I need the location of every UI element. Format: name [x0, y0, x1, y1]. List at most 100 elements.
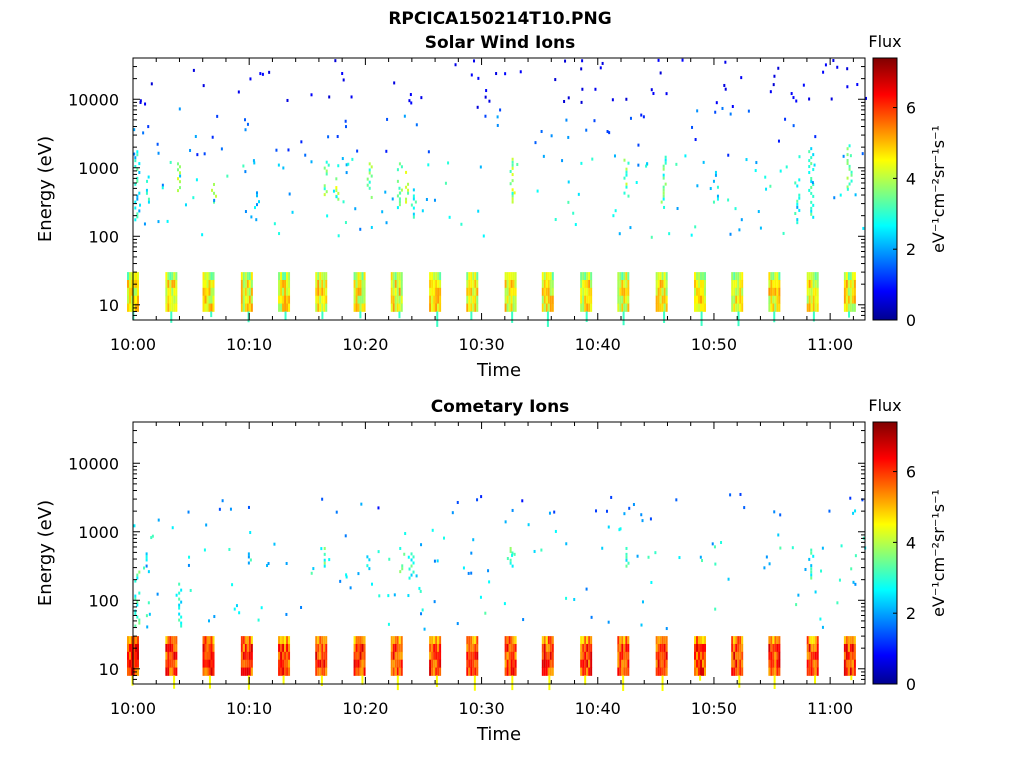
flux-cell: [567, 200, 570, 204]
flux-cell: [614, 209, 617, 213]
flux-cell: [398, 295, 401, 304]
flux-cell: [738, 675, 741, 688]
flux-cell: [133, 272, 135, 281]
flux-cell: [510, 279, 513, 289]
flux-cell: [137, 636, 139, 645]
flux-cell: [288, 279, 291, 289]
flux-cell: [165, 667, 168, 676]
flux-cell: [590, 636, 593, 645]
flux-cell: [460, 222, 463, 226]
flux-cell: [202, 659, 205, 668]
flux-cell: [479, 595, 482, 599]
flux-cell: [315, 667, 318, 676]
flux-cell: [484, 114, 487, 118]
flux-cell: [514, 643, 517, 653]
flux-cell: [659, 303, 662, 312]
flux-cell: [757, 210, 760, 214]
flux-cell: [246, 659, 249, 668]
flux-cell: [545, 279, 548, 289]
flux-cell: [176, 162, 179, 166]
flux-cell: [739, 279, 742, 289]
flux-cell: [675, 498, 678, 502]
flux-cell: [470, 279, 473, 289]
flux-cell: [249, 531, 252, 535]
flux-cell: [248, 643, 251, 653]
flux-cell: [435, 659, 438, 668]
flux-cell: [317, 636, 320, 645]
flux-cell: [694, 295, 697, 304]
flux-cell: [590, 272, 593, 281]
flux-cell: [675, 162, 678, 166]
flux-cell: [774, 272, 777, 281]
flux-cell: [127, 643, 129, 653]
flux-cell: [778, 279, 781, 289]
flux-cell: [353, 303, 356, 312]
flux-cell: [137, 667, 139, 676]
flux-cell: [735, 287, 738, 297]
flux-cell: [392, 667, 395, 676]
flux-cell: [504, 303, 507, 312]
flux-cell: [195, 178, 198, 182]
flux-cell: [359, 636, 362, 645]
flux-cell: [134, 200, 137, 204]
flux-cell: [849, 279, 852, 289]
flux-cell: [551, 295, 554, 304]
flux-cell: [244, 636, 247, 645]
flux-cell: [779, 546, 782, 550]
flux-cell: [408, 576, 411, 580]
flux-cell: [288, 651, 291, 661]
flux-cell: [714, 562, 717, 566]
flux-cell: [133, 651, 135, 661]
plot-frame: [132, 57, 866, 321]
flux-cell: [854, 582, 857, 586]
flux-cell: [169, 279, 172, 289]
flux-cell: [439, 287, 442, 297]
flux-cell: [848, 182, 851, 186]
flux-cell: [739, 303, 742, 312]
flux-cell: [353, 295, 356, 304]
flux-cell: [139, 203, 142, 207]
flux-cell: [429, 651, 432, 661]
flux-cell: [735, 659, 738, 668]
flux-cell: [419, 589, 422, 593]
flux-cell: [359, 303, 362, 312]
flux-cell: [467, 571, 470, 575]
flux-cell: [632, 503, 635, 507]
flux-cell: [582, 272, 585, 281]
flux-cell: [244, 303, 247, 312]
flux-cell: [536, 189, 539, 193]
flux-cell: [284, 303, 287, 312]
flux-cell: [321, 272, 324, 281]
x-tick-label: 10:30: [459, 699, 505, 718]
flux-cell: [315, 303, 318, 312]
flux-cell: [248, 636, 251, 645]
flux-cell: [547, 636, 550, 645]
flux-cell: [716, 185, 719, 189]
flux-cell: [278, 232, 281, 236]
flux-cell: [341, 72, 344, 76]
flux-cell: [206, 636, 209, 645]
flux-cell: [504, 636, 507, 645]
flux-cell: [282, 279, 285, 289]
flux-cell: [814, 675, 817, 684]
flux-cell: [496, 123, 499, 127]
flux-cell: [812, 153, 815, 157]
flux-cell: [853, 636, 856, 645]
flux-cell: [617, 636, 620, 645]
flux-cell: [355, 636, 358, 645]
flux-cell: [254, 206, 256, 210]
flux-cell: [392, 279, 395, 289]
flux-cell: [204, 659, 207, 668]
flux-cell: [396, 636, 399, 645]
flux-cell: [508, 272, 511, 281]
flux-cell: [621, 279, 624, 289]
flux-cell: [178, 186, 181, 190]
flux-cell: [810, 651, 813, 661]
flux-cell: [472, 643, 475, 653]
flux-cell: [127, 279, 129, 289]
flux-cell: [848, 164, 851, 168]
flux-cell: [851, 651, 854, 661]
flux-cell: [798, 178, 801, 182]
flux-cell: [582, 287, 585, 297]
flux-cell: [244, 287, 247, 297]
